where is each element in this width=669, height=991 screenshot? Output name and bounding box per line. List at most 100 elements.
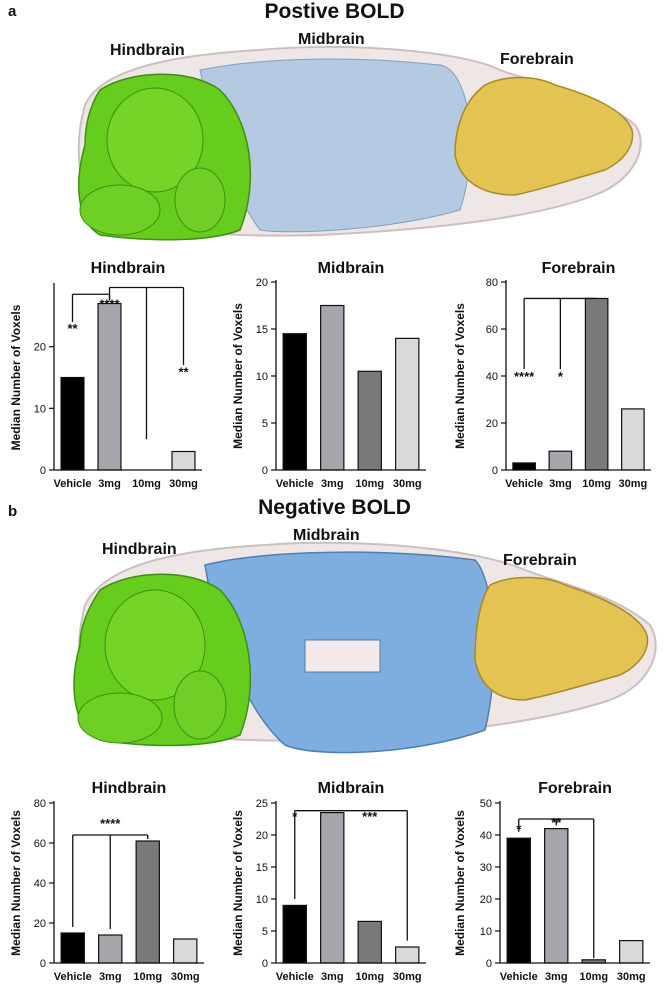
chart-title: Hindbrain [91, 260, 166, 277]
hindbrain-lobe-shape [106, 87, 204, 193]
brain-render-positive [77, 45, 642, 241]
significance-stars: *** [362, 809, 378, 824]
bar-chart-negative-hindbrain: Hindbrain Median Number of Voxels 0 20 40 60 8… [9, 780, 204, 983]
bar-3mg [548, 450, 573, 471]
brain-label-hindbrain: Hindbrain [110, 42, 185, 59]
x-tick-label: Vehicle [54, 478, 92, 490]
hindbrain-lobe-shape [104, 589, 206, 701]
y-tick-label: 20 [256, 830, 268, 842]
x-tick-label: 30mg [171, 971, 200, 983]
brain-label-midbrain: Midbrain [293, 527, 360, 544]
x-tick-label: 3mg [98, 478, 121, 490]
bar-30mg [173, 938, 198, 964]
x-tick-label: 10mg [132, 478, 161, 490]
y-tick-label: 0 [262, 958, 268, 970]
y-tick-label: 60 [34, 838, 46, 850]
x-tick-label: Vehicle [505, 478, 543, 490]
y-axis-label: Median Number of Voxels [453, 810, 467, 956]
significance-stars: ** [67, 321, 78, 336]
panel-letter-a: a [8, 3, 17, 20]
y-tick-label: 80 [486, 277, 498, 289]
x-tick-label: Vehicle [276, 478, 314, 490]
y-tick-label: 30 [480, 862, 492, 874]
significance-stars: **** [100, 816, 121, 831]
y-tick-label: 5 [262, 418, 268, 430]
x-tick-label: 30mg [617, 971, 646, 983]
x-tick-label: 10mg [355, 478, 384, 490]
bar-vehicle [512, 462, 536, 471]
brain-render-negative [73, 541, 657, 754]
y-axis-label: Median Number of Voxels [231, 810, 245, 956]
significance-stars: * [516, 822, 522, 837]
y-tick-label: 20 [34, 918, 46, 930]
x-tick-label: 3mg [549, 478, 572, 490]
chart-title: Midbrain [318, 780, 385, 797]
bar-vehicle [60, 376, 85, 471]
hindbrain-lobe-shape [174, 167, 226, 233]
y-tick-label: 20 [256, 277, 268, 289]
panel-letter-b: b [8, 503, 18, 520]
x-tick-label: 10mg [133, 971, 162, 983]
bar-chart-positive-midbrain: Midbrain Median Number of Voxels 0 5 10 15 20 V… [231, 260, 426, 490]
x-tick-label: 3mg [321, 478, 344, 490]
bar-30mg [395, 337, 420, 471]
y-tick-label: 0 [486, 958, 492, 970]
x-tick-label: 3mg [545, 971, 568, 983]
x-tick-label: 10mg [355, 971, 384, 983]
y-tick-label: 40 [486, 371, 498, 383]
hindbrain-lobe-shape [173, 670, 227, 740]
x-tick-label: 10mg [579, 971, 608, 983]
bar-vehicle [282, 904, 307, 964]
x-tick-label: 30mg [393, 971, 422, 983]
y-tick-label: 5 [262, 926, 268, 938]
bar-vehicle [282, 333, 307, 471]
significance-stars: ** [551, 815, 562, 830]
panel-a-title: Postive BOLD [264, 0, 405, 23]
bar-vehicle [60, 932, 85, 964]
bar-3mg [320, 304, 345, 471]
y-tick-label: 40 [480, 830, 492, 842]
y-tick-label: 25 [256, 798, 268, 810]
bar-3mg [320, 811, 345, 964]
y-axis-label: Median Number of Voxels [453, 303, 467, 449]
x-tick-label: 30mg [393, 478, 422, 490]
forebrain-region-shape [474, 576, 649, 701]
y-tick-label: 10 [480, 926, 492, 938]
y-tick-label: 10 [34, 403, 46, 415]
bar-10mg [135, 840, 160, 964]
y-tick-label: 0 [262, 465, 268, 477]
significance-stars: * [558, 369, 564, 384]
bar-30mg [171, 450, 196, 471]
bar-chart-negative-midbrain: Midbrain Median Number of Voxels 0 5 10 15 20 2… [231, 780, 426, 983]
bar-30mg [395, 946, 420, 964]
y-tick-label: 40 [34, 878, 46, 890]
brain-label-forebrain: Forebrain [503, 552, 577, 569]
bar-10mg [357, 370, 382, 471]
significance-stars: ** [178, 364, 189, 379]
hindbrain-lobe-shape [79, 184, 161, 236]
bar-3mg [98, 934, 123, 964]
y-axis-label: Median Number of Voxels [9, 304, 23, 450]
bar-chart-positive-hindbrain: Hindbrain Median Number of Voxels 0 10 20 Veh… [9, 260, 202, 490]
chart-title: Hindbrain [92, 780, 167, 797]
forebrain-region-shape [454, 76, 634, 196]
y-tick-label: 10 [256, 371, 268, 383]
y-tick-label: 20 [34, 342, 46, 354]
midbrain-gap-shape [304, 639, 381, 673]
chart-title: Forebrain [542, 260, 616, 277]
brain-label-midbrain: Midbrain [298, 31, 365, 48]
bar-30mg [619, 940, 644, 964]
y-tick-label: 10 [256, 894, 268, 906]
y-tick-label: 20 [486, 418, 498, 430]
x-tick-label: 3mg [321, 971, 344, 983]
significance-stars: **** [99, 297, 120, 312]
x-tick-label: 10mg [582, 478, 611, 490]
y-axis-label: Median Number of Voxels [9, 810, 23, 956]
y-tick-label: 0 [40, 958, 46, 970]
hindbrain-lobe-shape [77, 692, 163, 744]
bar-10mg [357, 920, 382, 964]
y-tick-label: 80 [34, 798, 46, 810]
x-tick-label: 30mg [169, 478, 198, 490]
y-tick-label: 50 [480, 798, 492, 810]
bar-chart-negative-forebrain: Forebrain Median Number of Voxels 0 10 20 30 4… [453, 780, 650, 983]
